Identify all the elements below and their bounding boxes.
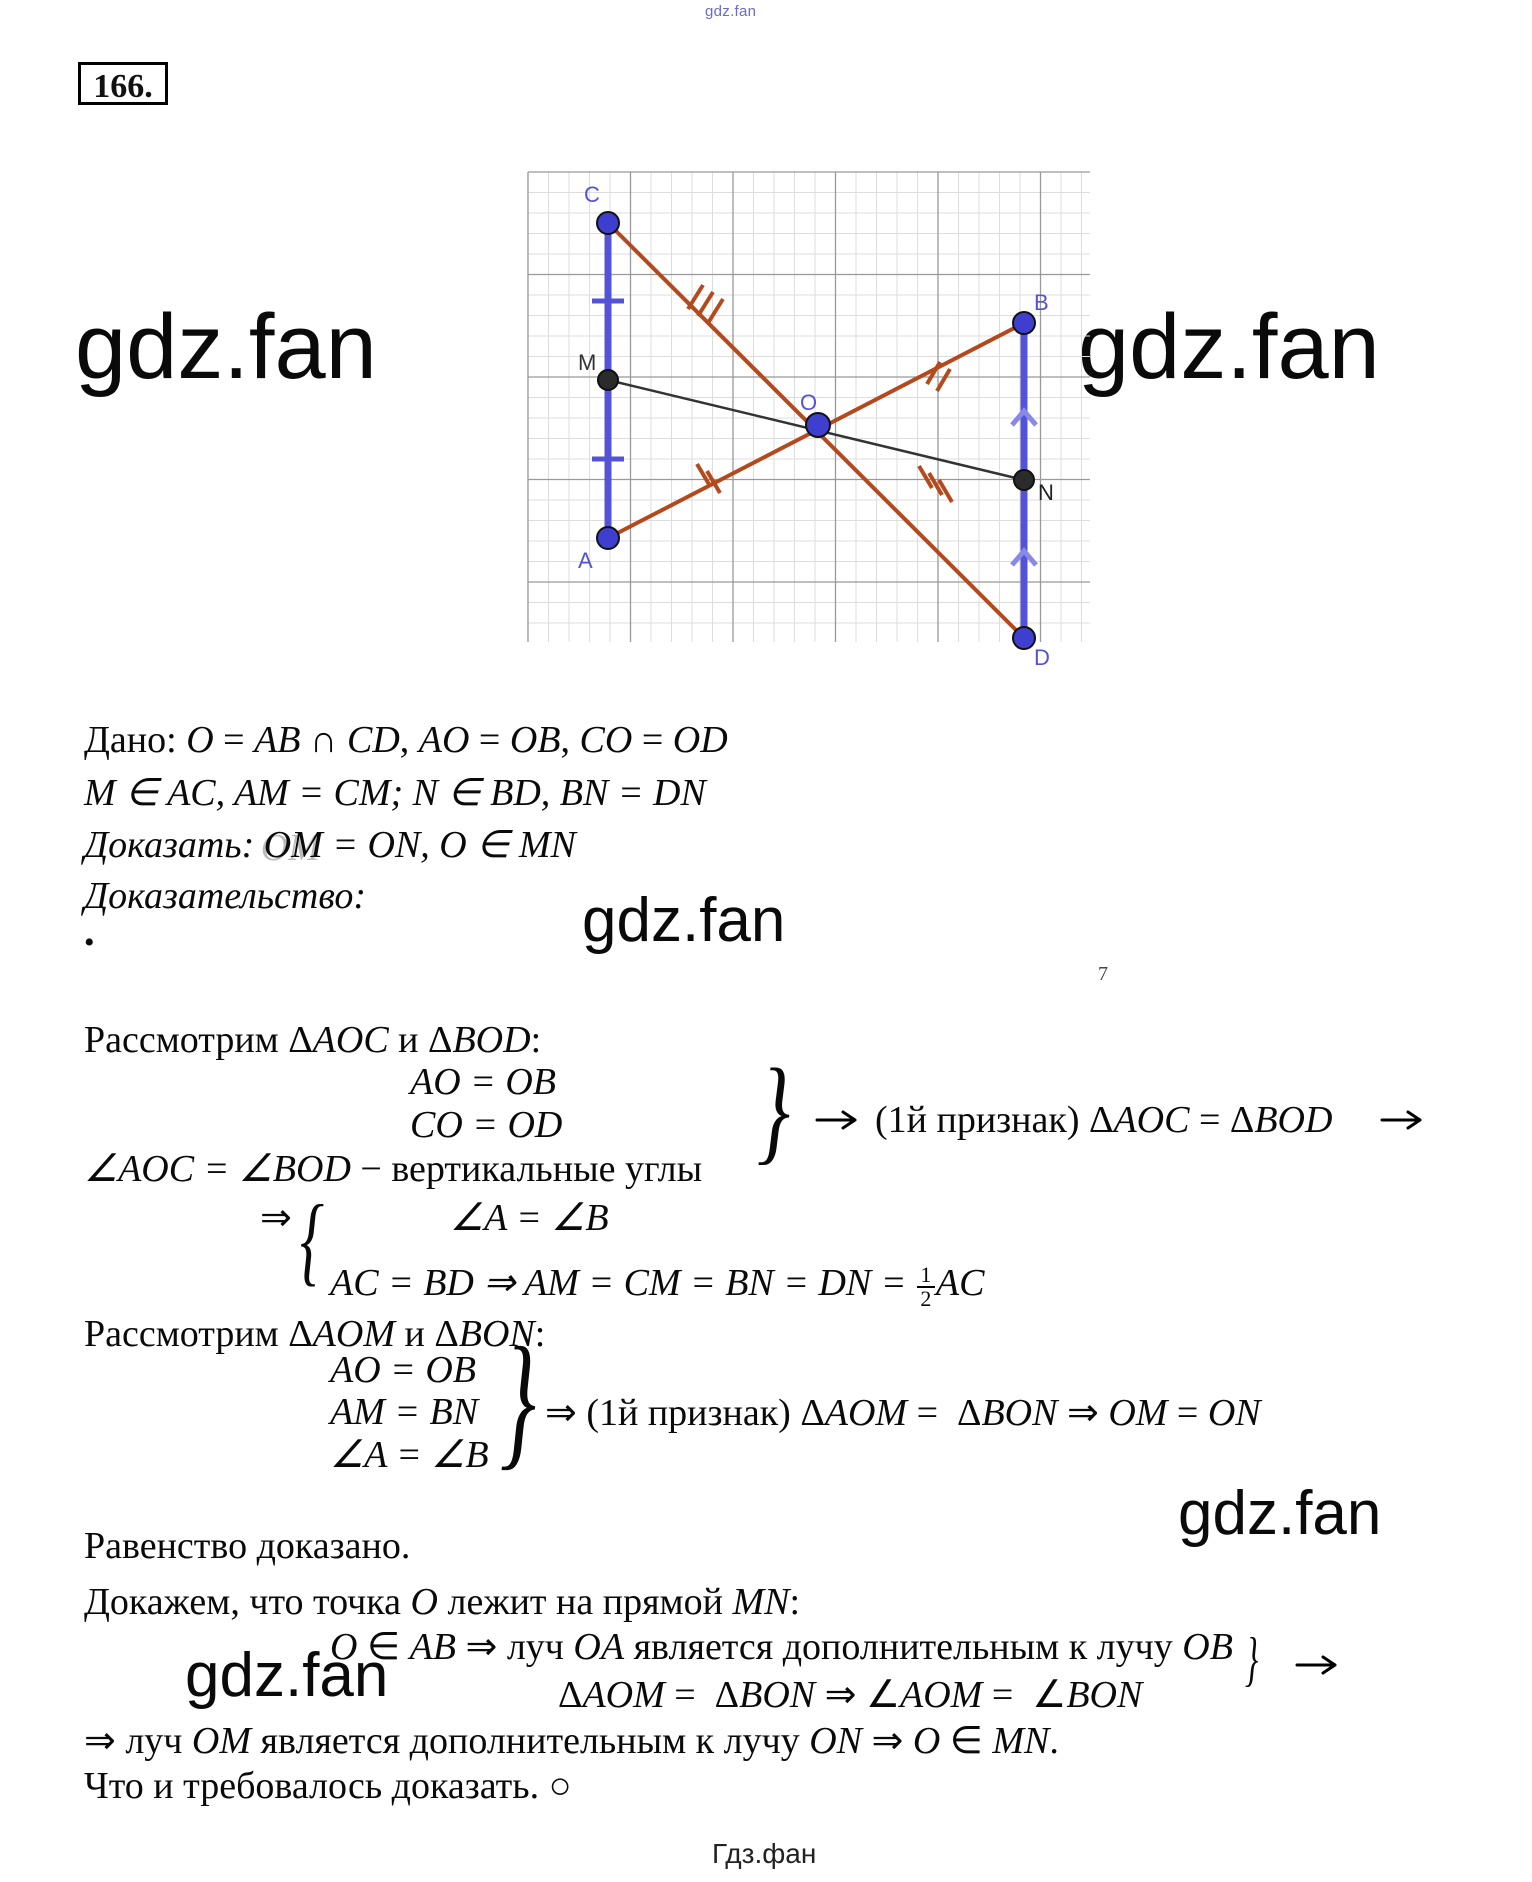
- svg-text:N: N: [1038, 480, 1054, 505]
- svg-text:D: D: [1034, 645, 1050, 670]
- svg-text:O: O: [800, 390, 817, 415]
- svg-text:M: M: [578, 350, 596, 375]
- svg-text:C: C: [584, 182, 600, 207]
- svg-text:B: B: [1034, 290, 1049, 315]
- svg-text:A: A: [578, 548, 593, 573]
